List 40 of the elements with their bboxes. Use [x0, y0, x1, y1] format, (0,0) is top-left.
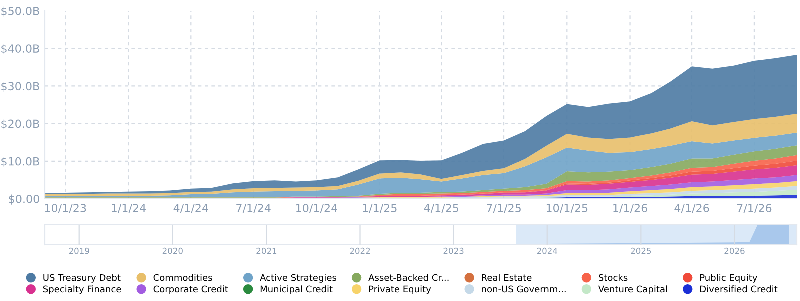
legend-label: Corporate Credit — [154, 286, 228, 294]
x-tick-label: 2019 — [69, 248, 90, 254]
x-tick-label: 2025 — [631, 248, 652, 254]
legend-label: Specialty Finance — [43, 286, 122, 294]
legend-label: Venture Capital — [598, 286, 668, 294]
y-tick-label: $50.0B — [2, 6, 40, 17]
legend-label: Asset-Backed Cr... — [368, 274, 449, 282]
x-tick-label: 10/1/24 — [296, 204, 338, 214]
x-tick-label: 2026 — [724, 248, 745, 254]
x-tick-label: 4/1/24 — [174, 204, 208, 214]
legend-label: Public Equity — [700, 274, 758, 283]
legend-label: Active Strategies — [260, 274, 337, 283]
x-tick-label: 1/1/26 — [614, 204, 648, 214]
legend-label: Stocks — [599, 274, 628, 282]
x-tick-label: 2023 — [444, 248, 464, 254]
x-tick-label: 4/1/25 — [424, 204, 458, 214]
x-tick-label: 7/1/24 — [236, 204, 271, 214]
x-tick-label: 1/1/25 — [363, 204, 397, 214]
legend-label: Municipal Credit — [260, 286, 333, 294]
y-tick-label: $0.00 — [9, 194, 40, 205]
y-tick-label: $30.0B — [2, 82, 40, 92]
x-tick-label: 2022 — [350, 248, 370, 254]
legend-label: Real Estate — [482, 274, 532, 282]
x-tick-label: 7/1/25 — [487, 204, 521, 214]
x-tick-label: 10/1/25 — [546, 204, 588, 214]
x-tick-label: 10/1/23 — [45, 204, 86, 214]
y-tick-label: $20.0B — [2, 120, 40, 130]
x-tick-label: 2024 — [537, 248, 558, 254]
x-tick-label: 7/1/26 — [737, 204, 772, 214]
x-tick-label: 1/1/24 — [112, 204, 146, 214]
legend-label: Diversified Credit — [700, 286, 778, 293]
legend-label: Private Equity — [369, 286, 432, 294]
x-tick-label: 2020 — [162, 248, 183, 254]
legend-label: non-US Governm... — [482, 286, 566, 293]
y-tick-label: $10.0B — [2, 157, 40, 168]
y-tick-label: $40.0B — [2, 44, 40, 54]
legend-label: Commodities — [154, 274, 212, 282]
x-tick-label: 4/1/26 — [674, 204, 710, 214]
x-tick-label: 2021 — [256, 248, 277, 254]
legend-label: US Treasury Debt — [44, 274, 121, 283]
